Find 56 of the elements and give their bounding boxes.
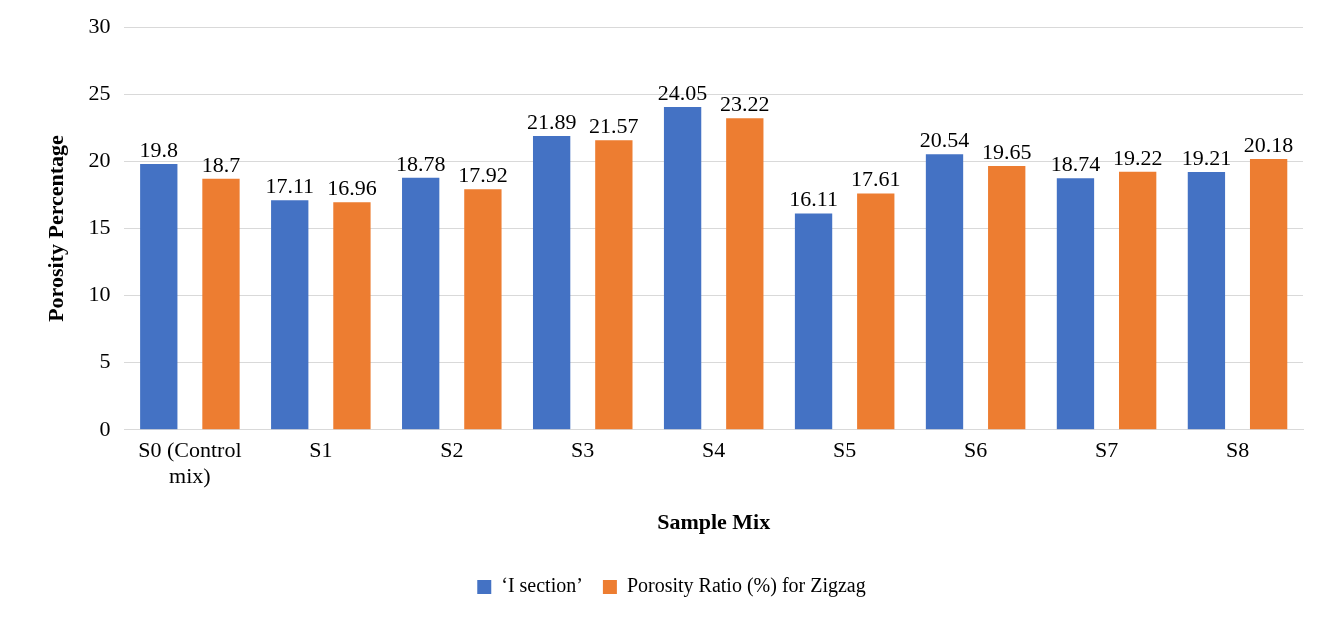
x-tick-label: S7 (1094, 436, 1119, 462)
bar (402, 177, 440, 430)
data-label: 16.11 (789, 186, 838, 212)
bar (925, 154, 964, 430)
bar (1187, 172, 1226, 430)
data-label: 21.57 (589, 113, 639, 139)
x-axis-title: Sample Mix (657, 509, 771, 535)
data-label: 18.78 (395, 150, 446, 176)
bar (1119, 171, 1157, 430)
data-label: 19.8 (139, 136, 179, 162)
x-tick-label: S6 (963, 436, 988, 462)
y-tick-label: 25 (88, 80, 111, 106)
data-label: 23.22 (720, 90, 770, 116)
y-tick-label: 0 (99, 415, 111, 441)
bar (333, 202, 371, 430)
bar (271, 200, 309, 430)
x-tick-label: S8 (1225, 436, 1250, 462)
data-label: 21.89 (526, 108, 577, 134)
x-tick-label: S4 (702, 436, 726, 462)
bar (663, 107, 702, 430)
bar (595, 140, 633, 430)
bar (532, 136, 571, 430)
data-label: 18.7 (201, 151, 241, 177)
data-label: 24.05 (657, 79, 708, 105)
data-label: 19.21 (1181, 144, 1232, 170)
data-label: 20.18 (1243, 131, 1294, 157)
y-tick-label: 30 (88, 12, 111, 38)
bar (794, 213, 833, 430)
data-label: 18.74 (1050, 151, 1101, 177)
data-label: 17.92 (458, 162, 508, 188)
data-label: 19.22 (1112, 144, 1163, 170)
data-label: 16.96 (327, 174, 377, 200)
bar (857, 193, 895, 430)
bar (988, 166, 1026, 430)
y-tick-label: 20 (88, 147, 111, 173)
x-tick-label: S0 (Control mix) (138, 436, 242, 489)
data-label: 20.54 (919, 126, 970, 152)
bar (140, 164, 178, 430)
x-tick-label: S5 (833, 436, 857, 462)
bar (726, 118, 764, 430)
data-label: 17.61 (851, 166, 901, 192)
data-label: 19.65 (981, 138, 1032, 164)
bar (1056, 178, 1095, 430)
bar (1249, 158, 1288, 430)
x-tick-label: S1 (309, 436, 333, 462)
bar (202, 178, 240, 430)
y-tick-label: 5 (99, 348, 111, 374)
legend-label: Porosity Ratio (%) for Zigzag (626, 574, 866, 598)
x-tick-label: S3 (571, 436, 595, 462)
legend-label: ‘I section’ (501, 574, 583, 597)
bar (464, 189, 502, 430)
y-tick-label: 10 (88, 281, 111, 307)
x-tick-label: S2 (440, 436, 464, 462)
y-tick-label: 15 (88, 214, 111, 240)
y-axis-title: Porosity Percentage (42, 134, 68, 322)
data-label: 17.11 (265, 172, 315, 198)
